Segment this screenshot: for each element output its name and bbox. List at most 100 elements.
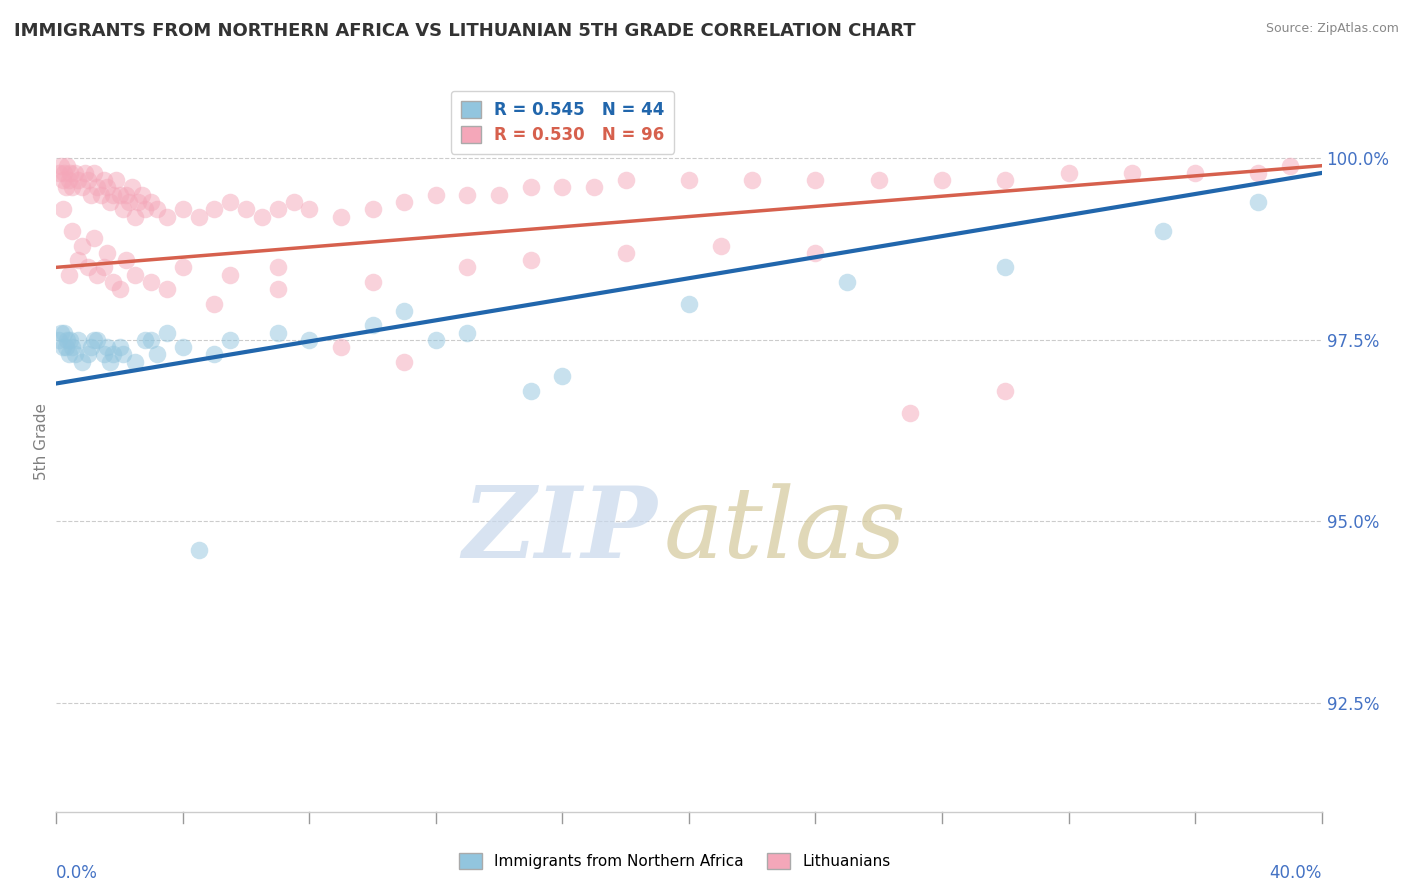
Point xyxy=(202,202,225,217)
Point xyxy=(1184,166,1206,180)
Point xyxy=(361,275,384,289)
Point xyxy=(114,187,138,202)
Point xyxy=(456,187,478,202)
Point xyxy=(804,173,827,187)
Point xyxy=(56,333,79,347)
Point xyxy=(108,187,131,202)
Point xyxy=(52,173,75,187)
Point xyxy=(59,166,82,180)
Point xyxy=(298,333,321,347)
Point xyxy=(58,173,80,187)
Point xyxy=(868,173,890,187)
Point xyxy=(172,202,194,217)
Text: 40.0%: 40.0% xyxy=(1270,863,1322,881)
Point xyxy=(52,340,75,354)
Point xyxy=(118,194,141,209)
Text: 0.0%: 0.0% xyxy=(56,863,98,881)
Point xyxy=(114,253,138,268)
Point xyxy=(361,202,384,217)
Point xyxy=(187,543,209,558)
Point xyxy=(329,340,352,354)
Text: IMMIGRANTS FROM NORTHERN AFRICA VS LITHUANIAN 5TH GRADE CORRELATION CHART: IMMIGRANTS FROM NORTHERN AFRICA VS LITHU… xyxy=(14,22,915,40)
Point xyxy=(48,166,70,180)
Point xyxy=(98,354,121,368)
Point xyxy=(329,210,352,224)
Point xyxy=(121,180,143,194)
Point xyxy=(172,340,194,354)
Point xyxy=(361,318,384,333)
Point xyxy=(60,180,83,194)
Point xyxy=(994,260,1017,275)
Point xyxy=(267,260,290,275)
Point xyxy=(131,187,153,202)
Point xyxy=(134,202,156,217)
Point xyxy=(520,384,543,398)
Point xyxy=(49,159,72,173)
Point xyxy=(187,210,209,224)
Point xyxy=(93,173,115,187)
Point xyxy=(709,238,731,252)
Point xyxy=(267,282,290,296)
Point xyxy=(804,245,827,260)
Point xyxy=(76,173,98,187)
Point xyxy=(105,173,128,187)
Point xyxy=(56,159,79,173)
Point xyxy=(124,210,146,224)
Text: atlas: atlas xyxy=(664,483,907,578)
Point xyxy=(83,231,105,245)
Point xyxy=(1247,166,1270,180)
Point xyxy=(551,369,574,384)
Point xyxy=(108,340,131,354)
Point xyxy=(108,282,131,296)
Point xyxy=(392,194,416,209)
Point xyxy=(267,326,290,340)
Point xyxy=(65,166,87,180)
Point xyxy=(994,384,1017,398)
Point xyxy=(392,304,416,318)
Point xyxy=(86,268,108,282)
Point xyxy=(425,333,447,347)
Point xyxy=(219,194,242,209)
Point xyxy=(96,180,118,194)
Point xyxy=(1279,159,1302,173)
Point xyxy=(235,202,257,217)
Point xyxy=(60,340,83,354)
Point xyxy=(614,245,637,260)
Point xyxy=(86,180,108,194)
Point xyxy=(582,180,605,194)
Point xyxy=(55,340,77,354)
Point xyxy=(456,260,478,275)
Point xyxy=(48,333,70,347)
Point xyxy=(267,202,290,217)
Point xyxy=(520,253,543,268)
Point xyxy=(172,260,194,275)
Point xyxy=(141,275,163,289)
Point xyxy=(55,180,77,194)
Point xyxy=(58,268,80,282)
Point xyxy=(1121,166,1143,180)
Point xyxy=(59,333,82,347)
Point xyxy=(124,354,146,368)
Point xyxy=(70,238,93,252)
Point xyxy=(53,166,76,180)
Point xyxy=(614,173,637,187)
Point xyxy=(103,275,124,289)
Point xyxy=(67,253,90,268)
Point xyxy=(52,202,75,217)
Point xyxy=(53,326,76,340)
Point xyxy=(1057,166,1080,180)
Point xyxy=(111,347,134,361)
Point xyxy=(425,187,447,202)
Point xyxy=(93,260,115,275)
Text: Source: ZipAtlas.com: Source: ZipAtlas.com xyxy=(1265,22,1399,36)
Point xyxy=(520,180,543,194)
Point xyxy=(96,245,118,260)
Point xyxy=(86,333,108,347)
Point xyxy=(488,187,510,202)
Point xyxy=(900,405,922,419)
Point xyxy=(146,347,169,361)
Point xyxy=(76,260,98,275)
Y-axis label: 5th Grade: 5th Grade xyxy=(34,403,49,480)
Point xyxy=(90,187,111,202)
Point xyxy=(678,173,700,187)
